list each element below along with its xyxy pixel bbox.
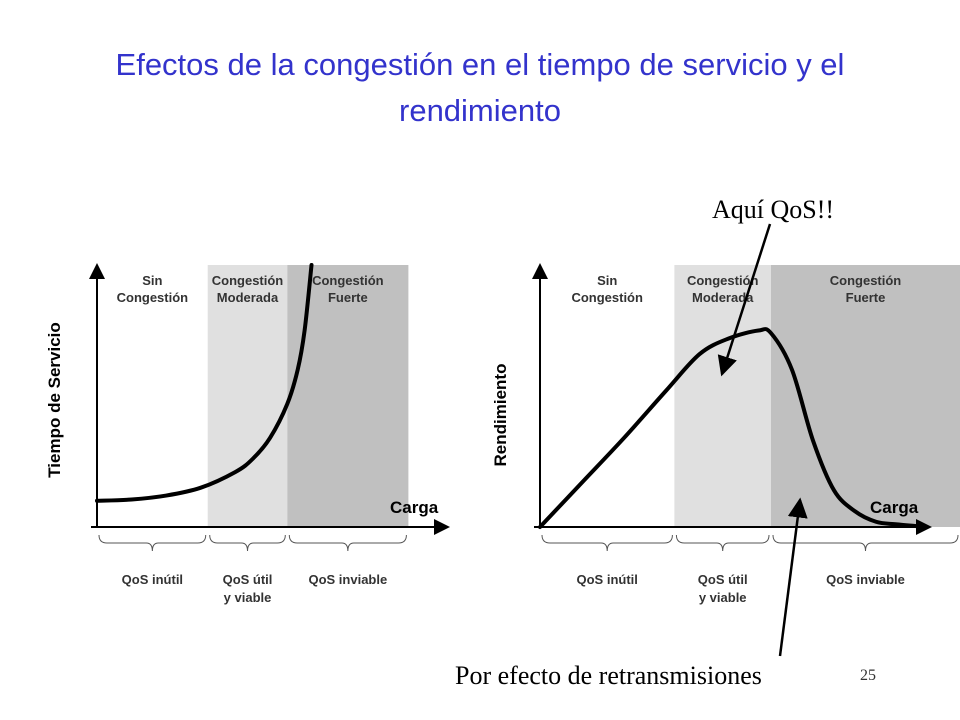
title-line-2: rendimiento [399,93,561,128]
zone-label: Moderada [217,290,279,305]
zone-label: Fuerte [328,290,368,305]
zone-label: Congestión [312,273,384,288]
zone-label: Congestión [830,273,902,288]
chart-1: Sin Congestión Congestión Moderada Congestió… [45,263,450,605]
zone-label: Sin [597,273,617,288]
annotation-top: Aquí QoS!! [712,195,834,224]
x-axis-label: Carga [390,498,439,517]
zone-label: Congestión [212,273,284,288]
brace-label: QoS inviable [826,572,905,587]
title-line-1: Efectos de la congestión en el tiempo de… [115,47,845,82]
annotation-bottom-arrow [778,497,808,657]
brace-label: QoS útil [223,572,273,587]
brace-label: QoS útil [698,572,748,587]
brace-label: y viable [224,590,272,605]
zone-label: Congestión [687,273,759,288]
zone-label: Sin [142,273,162,288]
zone-label: Moderada [692,290,754,305]
zone-2 [207,265,288,527]
zone-3 [771,265,960,527]
series-line [95,263,314,503]
brace [675,534,770,552]
brace [98,534,207,552]
annotation-top-arrow [717,223,772,377]
zone-label: Congestión [117,290,189,305]
y-axis-label: Rendimiento [491,364,510,467]
brace [209,534,286,552]
brace-label: y viable [699,590,747,605]
series-line [538,327,929,529]
zone-2 [674,265,771,527]
brace [288,534,407,552]
zone-label: Fuerte [846,290,886,305]
brace-label: QoS inútil [122,572,183,587]
y-axis-label: Tiempo de Servicio [45,322,64,478]
zone-label: Congestión [571,290,643,305]
chart-2: Sin Congestión Congestión Moderada Congestió… [491,263,960,605]
brace-label: QoS inviable [308,572,387,587]
annotation-bottom: Por efecto de retransmisiones [455,661,762,690]
brace-label: QoS inútil [577,572,638,587]
brace [541,534,673,552]
slide-title: Efectos de la congestión en el tiempo de… [0,42,960,134]
page-number: 25 [860,667,876,684]
brace [772,534,959,552]
x-axis-label: Carga [870,498,919,517]
